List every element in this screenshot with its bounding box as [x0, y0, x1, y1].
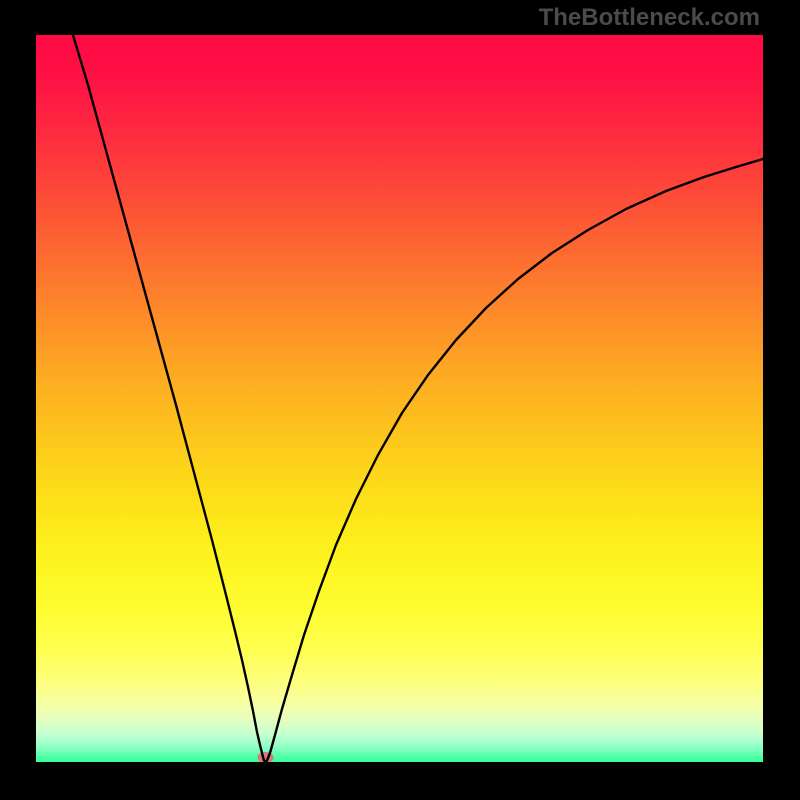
watermark-label: TheBottleneck.com: [539, 4, 760, 32]
frame-left: [0, 0, 36, 800]
frame-bottom: [0, 762, 800, 800]
frame-right: [763, 0, 800, 800]
bottleneck-chart: [36, 35, 763, 762]
gradient-background: [36, 35, 763, 762]
plot-area: [36, 35, 763, 762]
